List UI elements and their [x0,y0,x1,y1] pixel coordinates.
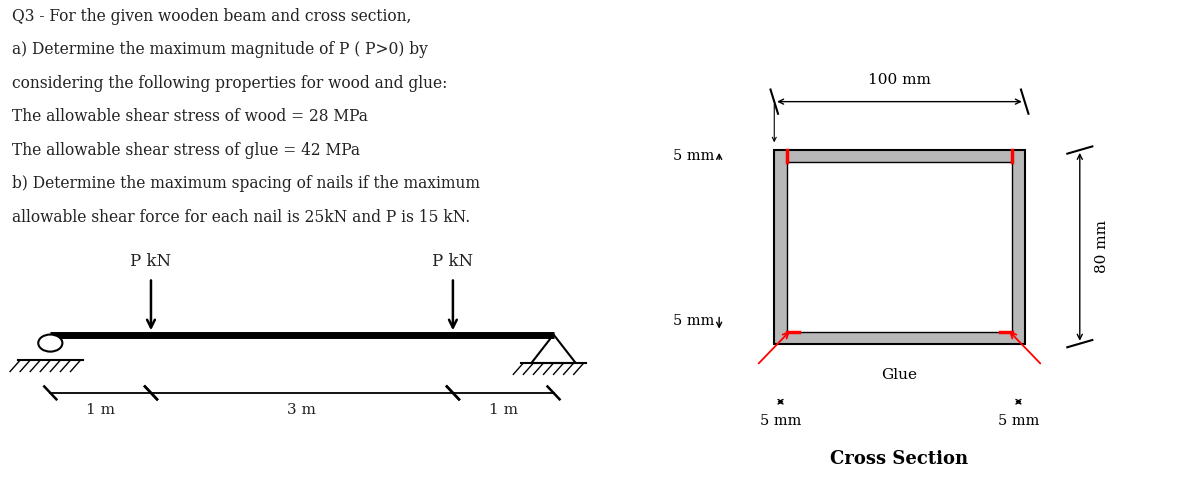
Bar [774,150,1025,344]
Text: 3 m: 3 m [288,403,317,417]
Text: The allowable shear stress of wood = 28 MPa: The allowable shear stress of wood = 28 … [12,108,368,125]
Bar [787,162,1012,332]
Text: 5 mm: 5 mm [760,414,802,428]
Text: 5 mm: 5 mm [673,149,714,163]
Text: b) Determine the maximum spacing of nails if the maximum: b) Determine the maximum spacing of nail… [12,175,480,192]
Text: 5 mm: 5 mm [673,314,714,328]
Circle shape [38,334,62,351]
Text: The allowable shear stress of glue = 42 MPa: The allowable shear stress of glue = 42 … [12,142,360,159]
Text: a) Determine the maximum magnitude of P ( P>0) by: a) Determine the maximum magnitude of P … [12,41,428,58]
Text: P kN: P kN [432,254,474,271]
Text: 1 m: 1 m [488,403,517,417]
Text: 5 mm: 5 mm [997,414,1039,428]
Text: 100 mm: 100 mm [868,73,931,87]
Text: Q3 - For the given wooden beam and cross section,: Q3 - For the given wooden beam and cross… [12,8,412,25]
Text: allowable shear force for each nail is 25kN and P is 15 kN.: allowable shear force for each nail is 2… [12,209,470,226]
Text: Cross Section: Cross Section [830,450,968,468]
Text: Glue: Glue [882,368,918,382]
Text: P kN: P kN [131,254,172,271]
Text: 80 mm: 80 mm [1094,220,1109,273]
Text: 1 m: 1 m [86,403,115,417]
Text: considering the following properties for wood and glue:: considering the following properties for… [12,75,448,91]
